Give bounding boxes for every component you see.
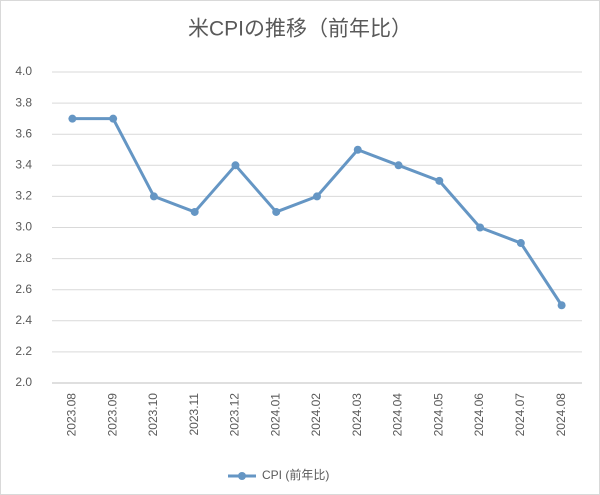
y-tick-label: 2.8	[15, 251, 32, 265]
x-tick-label: 2023.11	[187, 393, 201, 436]
y-tick-label: 3.8	[15, 95, 32, 109]
y-tick-label: 3.4	[15, 157, 32, 171]
data-point	[476, 223, 485, 232]
y-tick-label: 2.2	[15, 344, 32, 358]
data-point	[394, 161, 403, 170]
data-point	[190, 207, 199, 216]
x-tick-label: 2023.10	[146, 393, 160, 437]
y-tick-label: 2.4	[15, 313, 32, 327]
x-tick-label: 2024.08	[554, 393, 568, 437]
x-tick-label: 2024.04	[391, 393, 405, 437]
x-tick-label: 2023.12	[228, 393, 242, 437]
legend-marker	[238, 472, 246, 480]
x-tick-label: 2024.06	[472, 393, 486, 437]
y-tick-label: 2.0	[15, 375, 32, 389]
x-tick-label: 2024.07	[513, 393, 527, 437]
x-tick-label: 2024.05	[431, 393, 445, 437]
y-tick-label: 3.2	[15, 189, 32, 203]
x-tick-label: 2024.01	[268, 393, 282, 437]
x-tick-label: 2023.09	[105, 393, 119, 437]
chart-title: 米CPIの推移（前年比）	[188, 18, 412, 41]
data-point	[109, 114, 118, 123]
y-tick-label: 3.0	[15, 220, 32, 234]
legend-label: CPI (前年比)	[262, 467, 329, 482]
data-point	[149, 192, 158, 201]
y-tick-label: 4.0	[15, 64, 32, 78]
data-point	[353, 145, 362, 154]
y-tick-label: 3.6	[15, 126, 32, 140]
data-point	[516, 239, 525, 248]
y-tick-label: 2.6	[15, 282, 32, 296]
data-point	[68, 114, 77, 123]
data-point	[313, 192, 321, 201]
x-tick-label: 2024.02	[309, 393, 323, 437]
data-point	[231, 161, 240, 170]
data-point	[272, 207, 281, 216]
x-tick-label: 2023.08	[65, 393, 79, 437]
x-tick-label: 2024.03	[350, 393, 364, 437]
data-point	[435, 176, 444, 185]
data-point	[557, 301, 566, 310]
